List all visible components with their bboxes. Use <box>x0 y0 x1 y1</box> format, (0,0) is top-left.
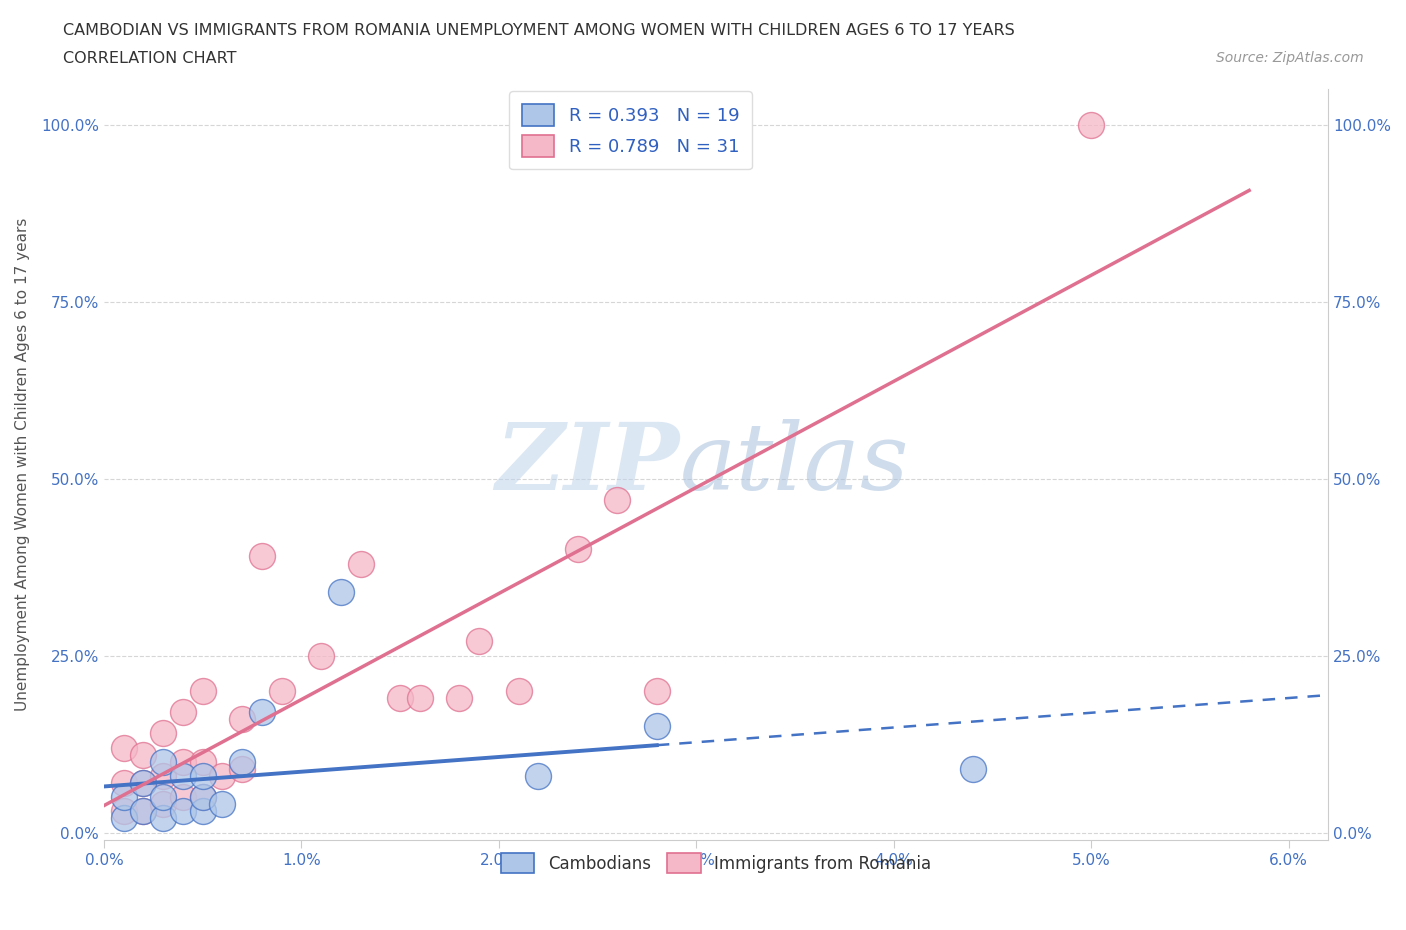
Text: CAMBODIAN VS IMMIGRANTS FROM ROMANIA UNEMPLOYMENT AMONG WOMEN WITH CHILDREN AGES: CAMBODIAN VS IMMIGRANTS FROM ROMANIA UNE… <box>63 23 1015 38</box>
Point <box>152 790 174 804</box>
Point <box>231 711 253 726</box>
Text: atlas: atlas <box>679 419 908 510</box>
Point <box>606 493 628 508</box>
Point <box>211 797 233 812</box>
Point <box>191 804 214 818</box>
Point <box>132 776 155 790</box>
Point <box>152 797 174 812</box>
Text: Source: ZipAtlas.com: Source: ZipAtlas.com <box>1216 51 1364 65</box>
Point <box>152 811 174 826</box>
Point <box>132 804 155 818</box>
Text: CORRELATION CHART: CORRELATION CHART <box>63 51 236 66</box>
Point <box>132 776 155 790</box>
Point <box>309 648 332 663</box>
Point <box>112 740 135 755</box>
Point <box>152 754 174 769</box>
Point <box>329 584 352 599</box>
Point <box>152 726 174 741</box>
Point <box>172 705 194 720</box>
Point <box>172 804 194 818</box>
Point <box>527 768 550 783</box>
Point <box>172 754 194 769</box>
Point <box>191 754 214 769</box>
Point <box>191 790 214 804</box>
Point <box>250 705 273 720</box>
Point <box>112 804 135 818</box>
Point <box>350 556 373 571</box>
Point <box>152 768 174 783</box>
Point <box>112 776 135 790</box>
Point <box>231 754 253 769</box>
Point <box>172 790 194 804</box>
Point <box>270 684 292 698</box>
Point <box>172 768 194 783</box>
Point <box>191 790 214 804</box>
Point <box>468 634 491 649</box>
Point <box>132 747 155 762</box>
Point <box>645 719 668 734</box>
Point <box>567 542 589 557</box>
Point <box>112 790 135 804</box>
Point <box>250 549 273 564</box>
Point <box>645 684 668 698</box>
Text: ZIP: ZIP <box>495 419 679 510</box>
Point <box>132 804 155 818</box>
Point <box>231 762 253 777</box>
Point <box>409 691 432 706</box>
Y-axis label: Unemployment Among Women with Children Ages 6 to 17 years: Unemployment Among Women with Children A… <box>15 218 30 711</box>
Point <box>389 691 412 706</box>
Legend: Cambodians, Immigrants from Romania: Cambodians, Immigrants from Romania <box>495 846 938 880</box>
Point <box>962 762 984 777</box>
Point <box>191 684 214 698</box>
Point <box>508 684 530 698</box>
Point <box>211 768 233 783</box>
Point <box>1080 117 1102 132</box>
Point <box>112 811 135 826</box>
Point <box>449 691 471 706</box>
Point <box>191 768 214 783</box>
